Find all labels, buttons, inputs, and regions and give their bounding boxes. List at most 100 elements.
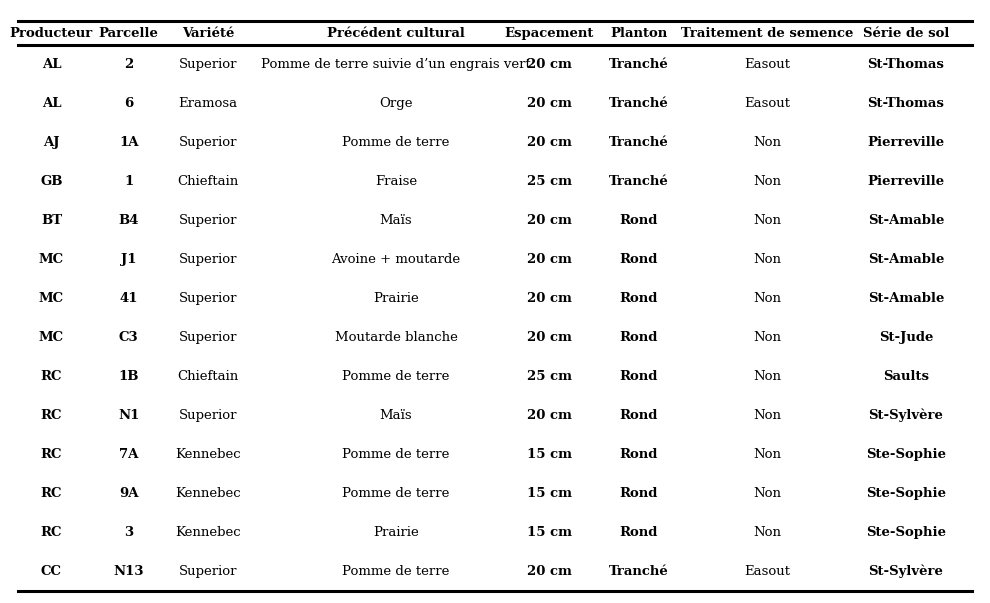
Text: N13: N13 (114, 565, 144, 578)
Text: Pierreville: Pierreville (867, 136, 944, 149)
Text: St-Jude: St-Jude (879, 331, 933, 344)
Text: Superior: Superior (178, 58, 238, 71)
Text: 1B: 1B (119, 370, 139, 383)
Text: Non: Non (753, 370, 781, 383)
Text: 20 cm: 20 cm (527, 331, 572, 344)
Text: Rond: Rond (620, 526, 657, 539)
Text: Moutarde blanche: Moutarde blanche (335, 331, 457, 344)
Text: Superior: Superior (178, 136, 238, 149)
Text: Ste-Sophie: Ste-Sophie (866, 448, 945, 461)
Text: Prairie: Prairie (373, 526, 419, 539)
Text: Easout: Easout (744, 97, 790, 110)
Text: 1: 1 (124, 175, 134, 188)
Text: Orge: Orge (379, 97, 413, 110)
Text: Tranché: Tranché (609, 58, 668, 71)
Text: N1: N1 (118, 409, 140, 422)
Text: Maïs: Maïs (380, 214, 412, 227)
Text: Eramosa: Eramosa (178, 97, 238, 110)
Text: 1A: 1A (119, 136, 139, 149)
Text: Easout: Easout (744, 565, 790, 578)
Text: Avoine + moutarde: Avoine + moutarde (332, 253, 460, 266)
Text: J1: J1 (121, 253, 137, 266)
Text: Rond: Rond (620, 214, 657, 227)
Text: St-Amable: St-Amable (867, 292, 944, 305)
Text: Tranché: Tranché (609, 97, 668, 110)
Text: Pomme de terre suivie d’un engrais vert: Pomme de terre suivie d’un engrais vert (261, 58, 531, 71)
Text: BT: BT (41, 214, 62, 227)
Text: Ste-Sophie: Ste-Sophie (866, 526, 945, 539)
Text: 20 cm: 20 cm (527, 97, 572, 110)
Text: Non: Non (753, 292, 781, 305)
Text: Précédent cultural: Précédent cultural (327, 27, 465, 40)
Text: Superior: Superior (178, 409, 238, 422)
Text: St-Amable: St-Amable (867, 253, 944, 266)
Text: AL: AL (42, 58, 61, 71)
Text: B4: B4 (119, 214, 139, 227)
Text: AJ: AJ (44, 136, 59, 149)
Text: Série de sol: Série de sol (862, 27, 949, 40)
Text: Ste-Sophie: Ste-Sophie (866, 487, 945, 500)
Text: St-Amable: St-Amable (867, 214, 944, 227)
Text: Rond: Rond (620, 331, 657, 344)
Text: Easout: Easout (744, 58, 790, 71)
Text: 15 cm: 15 cm (527, 487, 572, 500)
Text: Rond: Rond (620, 292, 657, 305)
Text: Rond: Rond (620, 409, 657, 422)
Text: St-Sylvère: St-Sylvère (868, 409, 943, 422)
Text: Parcelle: Parcelle (99, 27, 158, 40)
Text: Rond: Rond (620, 253, 657, 266)
Text: Traitement de semence: Traitement de semence (681, 27, 853, 40)
Text: St-Thomas: St-Thomas (867, 97, 944, 110)
Text: Kennebec: Kennebec (175, 448, 241, 461)
Text: MC: MC (39, 331, 64, 344)
Text: GB: GB (41, 175, 62, 188)
Text: Non: Non (753, 253, 781, 266)
Text: Saults: Saults (883, 370, 929, 383)
Text: C3: C3 (119, 331, 139, 344)
Text: Non: Non (753, 526, 781, 539)
Text: St-Thomas: St-Thomas (867, 58, 944, 71)
Text: Tranché: Tranché (609, 136, 668, 149)
Text: Superior: Superior (178, 565, 238, 578)
Text: MC: MC (39, 253, 64, 266)
Text: Rond: Rond (620, 448, 657, 461)
Text: 2: 2 (124, 58, 134, 71)
Text: Superior: Superior (178, 292, 238, 305)
Text: Maïs: Maïs (380, 409, 412, 422)
Text: 20 cm: 20 cm (527, 565, 572, 578)
Text: 20 cm: 20 cm (527, 136, 572, 149)
Text: 9A: 9A (119, 487, 139, 500)
Text: 25 cm: 25 cm (527, 370, 572, 383)
Text: Non: Non (753, 448, 781, 461)
Text: Non: Non (753, 487, 781, 500)
Text: Pomme de terre: Pomme de terre (343, 370, 449, 383)
Text: Superior: Superior (178, 331, 238, 344)
Text: Tranché: Tranché (609, 175, 668, 188)
Text: Non: Non (753, 409, 781, 422)
Text: 25 cm: 25 cm (527, 175, 572, 188)
Text: RC: RC (41, 487, 62, 500)
Text: 3: 3 (124, 526, 134, 539)
Text: RC: RC (41, 370, 62, 383)
Text: Producteur: Producteur (10, 27, 93, 40)
Text: 7A: 7A (119, 448, 139, 461)
Text: AL: AL (42, 97, 61, 110)
Text: Fraise: Fraise (375, 175, 417, 188)
Text: 41: 41 (120, 292, 138, 305)
Text: 20 cm: 20 cm (527, 292, 572, 305)
Text: 20 cm: 20 cm (527, 253, 572, 266)
Text: MC: MC (39, 292, 64, 305)
Text: RC: RC (41, 526, 62, 539)
Text: Pomme de terre: Pomme de terre (343, 448, 449, 461)
Text: Pomme de terre: Pomme de terre (343, 565, 449, 578)
Text: Pierreville: Pierreville (867, 175, 944, 188)
Text: Non: Non (753, 214, 781, 227)
Text: Superior: Superior (178, 214, 238, 227)
Text: Kennebec: Kennebec (175, 526, 241, 539)
Text: Chieftain: Chieftain (177, 370, 239, 383)
Text: Non: Non (753, 136, 781, 149)
Text: Kennebec: Kennebec (175, 487, 241, 500)
Text: Planton: Planton (610, 27, 667, 40)
Text: CC: CC (41, 565, 62, 578)
Text: Variété: Variété (182, 27, 234, 40)
